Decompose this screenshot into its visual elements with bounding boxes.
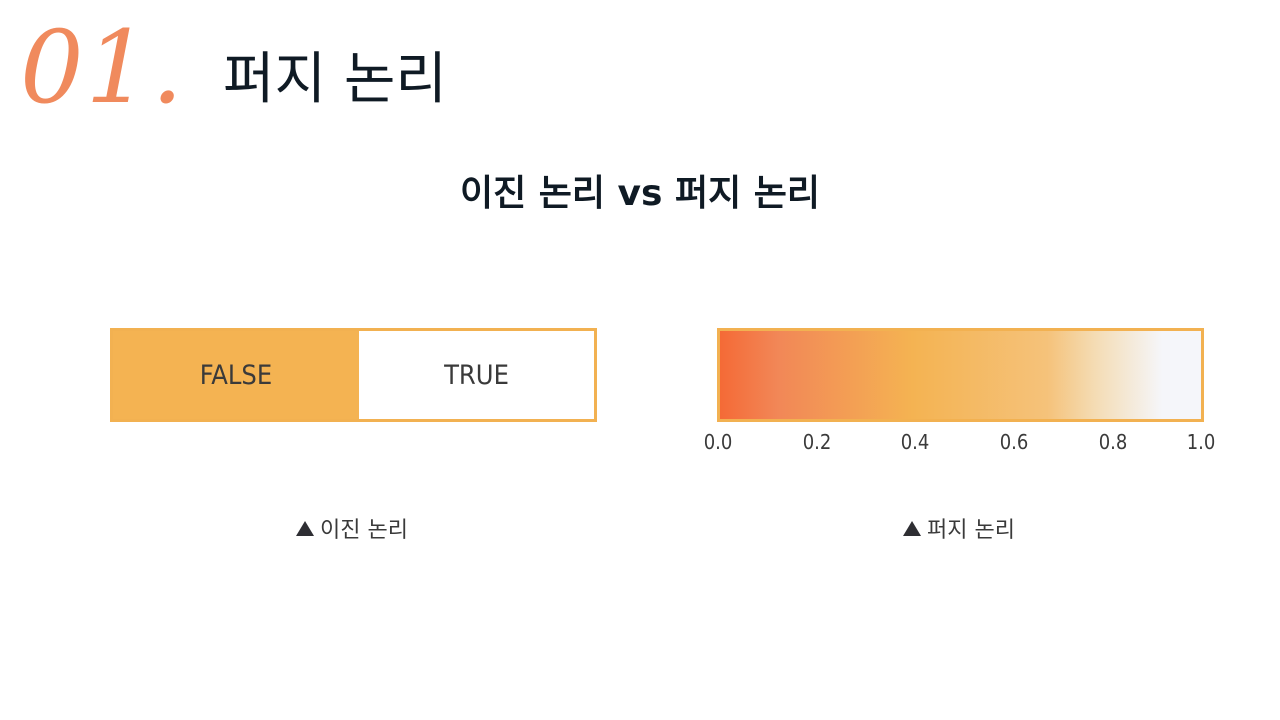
fuzzy-logic-caption: 퍼지 논리 [903,512,1015,544]
fuzzy-logic-gradient-bar [717,328,1204,422]
slide-number: 01. [20,18,185,118]
triangle-up-icon [296,521,314,536]
comparison-subtitle: 이진 논리 vs 퍼지 논리 [0,164,1280,216]
fuzzy-tick-label: 0.8 [1099,430,1128,454]
binary-true-segment: TRUE [359,331,594,419]
page-title: 퍼지 논리 [223,52,447,108]
binary-false-segment: FALSE [113,331,359,419]
fuzzy-tick-label: 0.6 [1000,430,1029,454]
fuzzy-tick-label: 0.2 [803,430,832,454]
binary-logic-bar: FALSE TRUE [110,328,597,422]
false-label: FALSE [200,360,272,391]
fuzzy-tick-label: 0.0 [704,430,733,454]
triangle-up-icon [903,521,921,536]
true-label: TRUE [444,360,509,391]
binary-caption-text: 이진 논리 [320,512,408,544]
binary-logic-caption: 이진 논리 [296,512,408,544]
fuzzy-caption-text: 퍼지 논리 [927,512,1015,544]
fuzzy-tick-label: 1.0 [1187,430,1216,454]
fuzzy-tick-label: 0.4 [901,430,930,454]
